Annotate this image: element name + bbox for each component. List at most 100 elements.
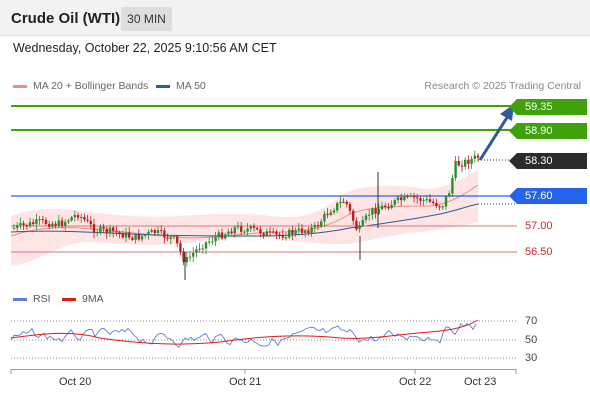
candle-body xyxy=(96,232,99,234)
bollinger-swatch xyxy=(13,84,27,88)
candle-body xyxy=(160,230,163,232)
candle-body xyxy=(393,200,396,205)
candle-body xyxy=(89,220,92,225)
candle-body xyxy=(320,221,323,227)
x-axis xyxy=(11,369,516,370)
candle-body xyxy=(211,241,214,243)
candle-body xyxy=(441,206,444,208)
rsi-label: RSI xyxy=(33,293,51,305)
candle-body xyxy=(329,212,332,215)
candle-body xyxy=(118,232,121,234)
candle-body xyxy=(425,199,428,201)
candle-body xyxy=(240,226,243,232)
candle-body xyxy=(467,159,470,164)
candle-body xyxy=(22,223,25,226)
candle-body xyxy=(464,159,467,167)
candle-body xyxy=(268,231,272,233)
rsi-ma-swatch xyxy=(62,297,76,301)
candle-body xyxy=(460,165,464,167)
forecast-arrow xyxy=(478,115,510,161)
candle-body xyxy=(345,201,348,205)
xaxis-label-oct20: Oct 20 xyxy=(59,376,92,388)
candle-body xyxy=(310,227,313,234)
candle-body xyxy=(307,230,310,234)
candle-body xyxy=(156,230,160,234)
candle-body xyxy=(390,204,393,209)
rsi-ma-label: 9MA xyxy=(82,293,104,305)
candle-body xyxy=(67,220,70,222)
candle-body xyxy=(76,215,80,218)
candle-body xyxy=(249,226,252,229)
candle-body xyxy=(80,216,83,218)
candle-body xyxy=(316,225,320,227)
candle-body xyxy=(355,220,358,230)
candle-body xyxy=(233,227,236,234)
xaxis-label-oct22: Oct 22 xyxy=(399,376,432,388)
candle-body xyxy=(227,231,230,235)
candle-body xyxy=(38,219,41,221)
candle-body xyxy=(176,236,179,244)
research-credit: Research © 2025 Trading Central xyxy=(424,80,581,92)
last-price-tag: 58.30 xyxy=(509,153,587,169)
candlesticks xyxy=(12,150,480,280)
candle-body xyxy=(140,235,144,240)
candle-body xyxy=(400,197,403,201)
candle-body xyxy=(361,220,364,226)
candle-body xyxy=(419,198,422,201)
candle-body xyxy=(336,203,339,211)
candle-body xyxy=(128,232,131,238)
candle-body xyxy=(348,204,352,211)
candle-body xyxy=(339,201,342,204)
candle-body xyxy=(265,231,268,236)
timeframe-button[interactable]: 30 MIN xyxy=(121,7,172,31)
support-1-label: 57.00 xyxy=(525,220,553,232)
rsi-legend: RSI xyxy=(13,293,51,305)
candle-body xyxy=(432,201,435,204)
candle-body xyxy=(412,195,416,198)
bollinger-band-fill xyxy=(11,170,478,266)
candle-body xyxy=(278,234,281,236)
rsi-axis-70: 70 xyxy=(525,315,538,327)
resistance-1-tag: 58.90 xyxy=(509,123,587,139)
candle-body xyxy=(291,229,294,235)
candle-body xyxy=(44,219,48,224)
instrument-title: Crude Oil (WTI) xyxy=(11,10,121,27)
candle-body xyxy=(32,222,35,225)
candle-body xyxy=(19,223,22,226)
candle-body xyxy=(281,235,284,238)
candle-body xyxy=(422,200,425,202)
candle-body xyxy=(147,231,150,235)
candle-body xyxy=(256,227,259,230)
candle-body xyxy=(435,203,438,207)
candle-body xyxy=(163,230,166,238)
candle-body xyxy=(377,209,380,214)
candle-body xyxy=(28,222,32,227)
candle-body xyxy=(150,230,153,232)
candle-body xyxy=(188,256,192,258)
candle-body xyxy=(195,249,198,253)
chart-header: Crude Oil (WTI) 30 MIN xyxy=(0,0,590,36)
candle-body xyxy=(179,243,182,252)
candle-body xyxy=(236,226,240,228)
candle-body xyxy=(444,196,448,207)
candle-body xyxy=(332,210,336,213)
xaxis-label-oct23: Oct 23 xyxy=(464,376,497,388)
candle-body xyxy=(428,199,432,202)
legend-bollinger: MA 20 + Bollinger Bands xyxy=(13,80,148,92)
candle-body xyxy=(192,252,195,257)
candle-body xyxy=(57,220,60,226)
candle-body xyxy=(108,227,112,234)
candle-body xyxy=(153,230,156,234)
candle-body xyxy=(243,231,246,233)
candle-body xyxy=(83,216,86,220)
candle-body xyxy=(406,196,409,198)
candle-body xyxy=(224,234,227,239)
candle-body xyxy=(124,232,128,238)
candle-body xyxy=(204,242,208,249)
candle-body xyxy=(470,158,473,164)
candle-body xyxy=(92,224,96,233)
candle-body xyxy=(246,228,249,232)
candle-body xyxy=(342,201,345,203)
candle-body xyxy=(41,219,44,221)
candle-body xyxy=(214,237,217,242)
